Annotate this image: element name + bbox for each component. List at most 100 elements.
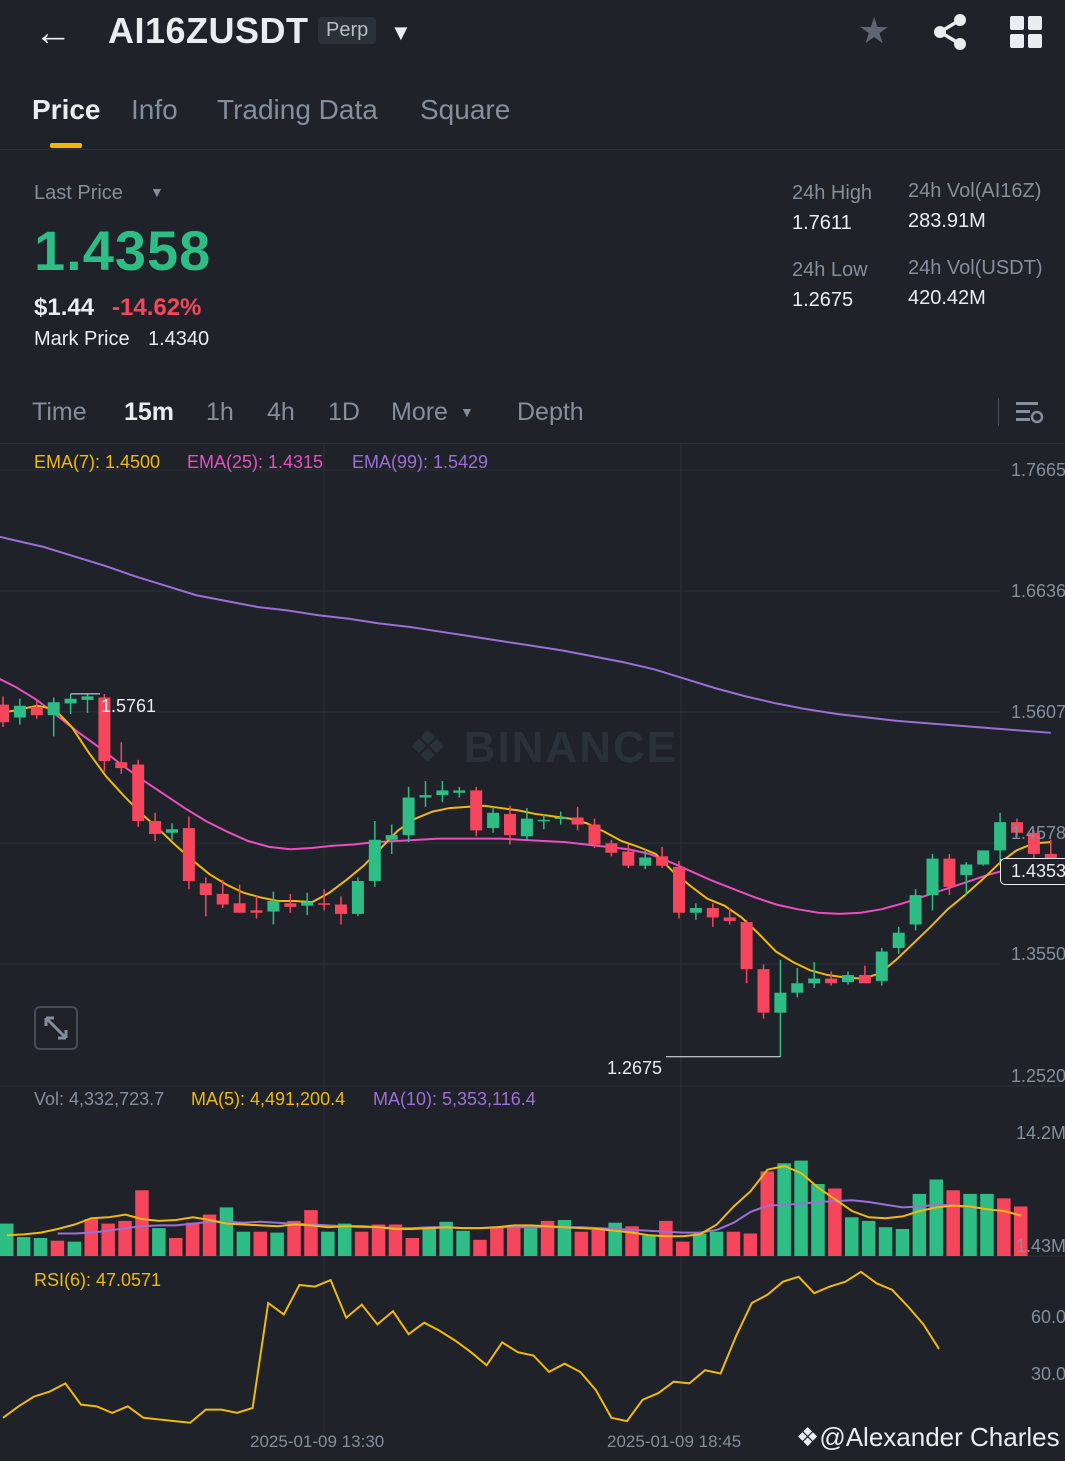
price-axis-label: 1.6636 bbox=[1011, 581, 1065, 601]
expand-icon[interactable] bbox=[34, 1006, 78, 1050]
candle-body bbox=[419, 795, 432, 798]
current-price-tag: 1.4353 bbox=[1000, 858, 1065, 885]
candle-body bbox=[267, 900, 280, 912]
chart-settings-icon[interactable] bbox=[1014, 398, 1044, 428]
last-price: 1.4358 bbox=[34, 219, 212, 282]
price-axis-label: 1.7665 bbox=[1011, 460, 1065, 480]
candle-body bbox=[182, 828, 195, 881]
high-marker: 1.5761 bbox=[101, 696, 157, 716]
tab-price[interactable]: Price bbox=[32, 94, 101, 125]
candle-body bbox=[740, 922, 753, 970]
ema25-legend: EMA(25): 1.4315 bbox=[187, 452, 324, 472]
candle-body bbox=[402, 797, 415, 836]
volume-legend: Vol: 4,332,723.7 bbox=[34, 1089, 165, 1109]
candle-body bbox=[639, 857, 652, 866]
price-axis-label: 1.5607 bbox=[1011, 702, 1065, 722]
volume-bar bbox=[405, 1238, 420, 1256]
volume-bar bbox=[304, 1210, 318, 1256]
candle-body bbox=[605, 843, 618, 853]
high-value: 1.7611 bbox=[792, 212, 852, 234]
interval-depth[interactable]: Depth bbox=[517, 398, 584, 426]
ema7-legend: EMA(7): 1.4500 bbox=[34, 452, 161, 472]
candle-body bbox=[774, 992, 787, 1013]
candle-body bbox=[453, 790, 466, 793]
last-price-label[interactable]: Last Price bbox=[34, 182, 123, 204]
interval-4h[interactable]: 4h bbox=[267, 398, 295, 426]
credit-watermark: ❖@Alexander Charles bbox=[796, 1422, 1060, 1452]
volume-bar bbox=[338, 1223, 352, 1256]
tab-trading-data[interactable]: Trading Data bbox=[217, 94, 378, 125]
grid-icon[interactable] bbox=[1010, 16, 1042, 48]
mark-price-value: 1.4340 bbox=[148, 328, 210, 350]
volume-axis-label: 14.2M bbox=[1016, 1123, 1065, 1143]
vol-quote-value: 420.42M bbox=[908, 287, 986, 309]
volume-bar bbox=[67, 1241, 82, 1256]
candle-body bbox=[926, 858, 939, 896]
tab-info[interactable]: Info bbox=[131, 94, 178, 125]
arrow-left-icon[interactable]: ← bbox=[34, 12, 72, 54]
volume-bar bbox=[135, 1190, 149, 1256]
candle-body bbox=[723, 917, 736, 921]
interval-more[interactable]: More bbox=[391, 398, 448, 426]
candle-body bbox=[487, 812, 500, 829]
candle-body bbox=[875, 951, 888, 981]
price-axis-label: 1.2520 bbox=[1011, 1066, 1065, 1086]
candle-body bbox=[1027, 832, 1040, 854]
ema99-legend: EMA(99): 1.5429 bbox=[352, 452, 489, 472]
volume-bar bbox=[287, 1220, 301, 1256]
low-marker: 1.2675 bbox=[607, 1058, 663, 1078]
volume-bar bbox=[84, 1219, 98, 1256]
vol-base-value: 283.91M bbox=[908, 210, 986, 232]
volume-bar bbox=[422, 1228, 436, 1256]
kline-chart[interactable] bbox=[0, 444, 1065, 1461]
time-axis-label: 2025-01-09 18:45 bbox=[607, 1432, 742, 1451]
candle-body bbox=[706, 908, 719, 918]
volume-bar bbox=[101, 1223, 115, 1256]
rsi-axis-label: 30.0 bbox=[1031, 1364, 1065, 1384]
volume-bar bbox=[878, 1227, 893, 1256]
volume-bar bbox=[659, 1220, 673, 1256]
volume-bar bbox=[777, 1163, 791, 1256]
time-axis-label: 2025-01-09 13:30 bbox=[250, 1432, 385, 1451]
candle-body bbox=[250, 910, 263, 913]
chevron-down-icon[interactable]: ▼ bbox=[150, 184, 164, 200]
price-change: -14.62% bbox=[112, 294, 202, 321]
tab-square[interactable]: Square bbox=[420, 94, 511, 125]
candle-body bbox=[216, 893, 229, 905]
candle-body bbox=[994, 822, 1007, 851]
volume-bar bbox=[709, 1231, 724, 1256]
volume-bar bbox=[574, 1231, 589, 1256]
candle-body bbox=[98, 697, 111, 762]
volume-bar bbox=[760, 1171, 774, 1256]
volume-bar bbox=[845, 1217, 859, 1256]
perp-badge: Perp bbox=[318, 17, 377, 44]
volume-bar bbox=[929, 1179, 943, 1256]
mark-price-label: Mark Price bbox=[34, 328, 130, 350]
volume-bar bbox=[270, 1232, 284, 1256]
candle-body bbox=[351, 880, 364, 914]
ma10-legend: MA(10): 5,353,116.4 bbox=[373, 1089, 536, 1109]
pair-title[interactable]: AI16ZUSDT bbox=[108, 10, 309, 51]
candle-body bbox=[689, 908, 702, 913]
interval-15m[interactable]: 15m bbox=[124, 398, 175, 426]
volume-bar bbox=[354, 1231, 369, 1256]
volume-bar bbox=[456, 1230, 470, 1256]
ema99-line bbox=[0, 535, 1051, 734]
chevron-down-icon[interactable]: ▼ bbox=[390, 20, 412, 45]
vol-quote-label: 24h Vol(USDT) bbox=[908, 257, 1043, 279]
volume-bar bbox=[490, 1226, 504, 1256]
low-value: 1.2675 bbox=[792, 289, 854, 311]
candle-body bbox=[13, 705, 26, 718]
candle-body bbox=[791, 983, 804, 993]
volume-bar bbox=[0, 1223, 14, 1256]
share-icon[interactable] bbox=[930, 12, 970, 52]
volume-bar bbox=[50, 1240, 65, 1256]
chevron-down-icon[interactable]: ▼ bbox=[460, 404, 474, 420]
volume-bar bbox=[473, 1239, 487, 1256]
candle-body bbox=[673, 866, 685, 913]
interval-1d[interactable]: 1D bbox=[328, 398, 360, 426]
interval-1h[interactable]: 1h bbox=[206, 398, 234, 426]
star-icon[interactable]: ★ bbox=[858, 10, 891, 51]
candle-body bbox=[943, 858, 956, 887]
interval-time[interactable]: Time bbox=[32, 398, 87, 426]
